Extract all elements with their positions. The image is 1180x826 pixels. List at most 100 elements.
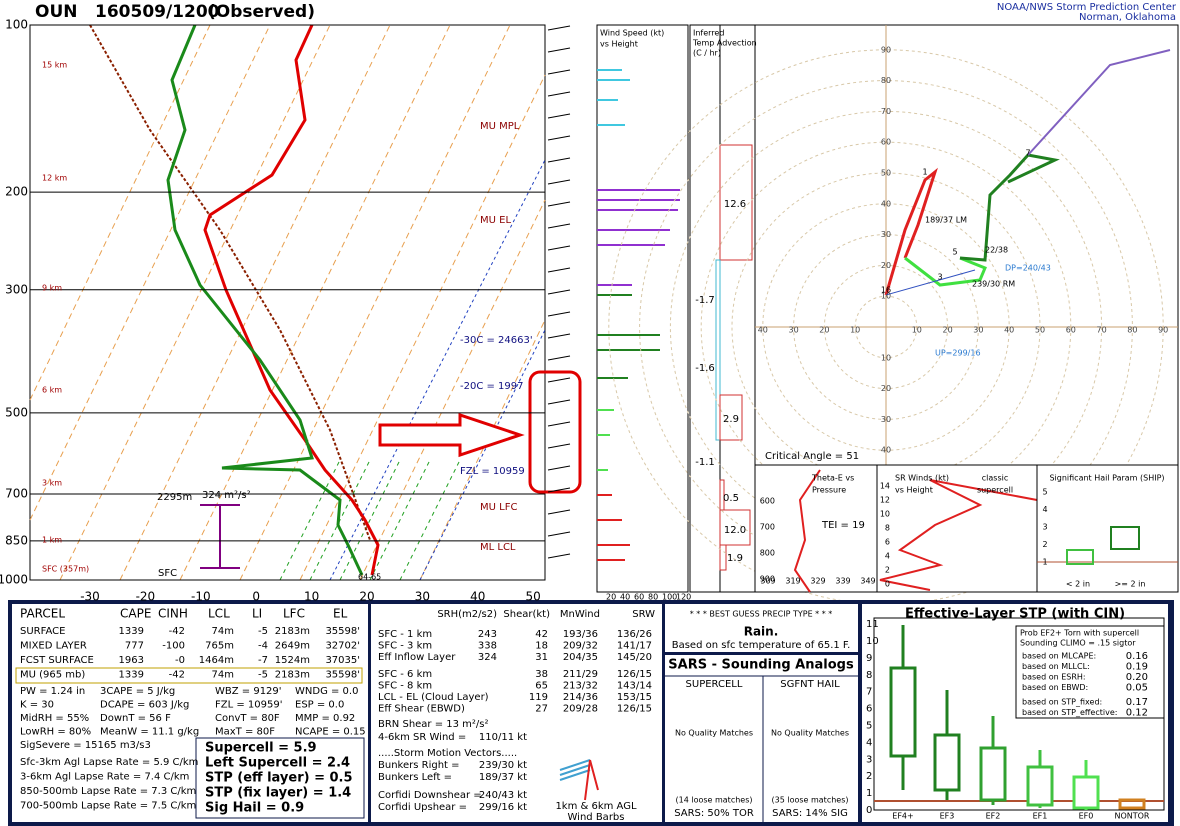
wind-barb: [547, 355, 571, 361]
wind-barb: [547, 421, 571, 427]
thetae-title: Pressure: [812, 486, 846, 495]
temp-label: 30: [415, 590, 430, 604]
height-label: 15 km: [42, 61, 67, 70]
srwind-profile: [879, 479, 1038, 591]
pressure-label: 850: [5, 533, 28, 547]
parcel-cell: -5: [258, 670, 268, 681]
prob-value: 0.16: [1126, 651, 1148, 662]
temp-label: 40: [470, 590, 485, 604]
parcel-cell: FCST SURFACE: [20, 655, 94, 666]
prob-value: 0.12: [1126, 708, 1148, 719]
prob-value: 0.20: [1126, 672, 1148, 683]
sars-result: SARS: 14% SIG: [772, 808, 848, 819]
pressure-label: 300: [5, 282, 28, 296]
kin-cell: 42: [535, 629, 548, 640]
motion-value: 240/43 kt: [479, 790, 527, 801]
index: FZL = 10959': [215, 700, 282, 711]
stp-ytick: 6: [866, 704, 872, 715]
brn-shear: BRN Shear = 13 m²/s²: [378, 719, 489, 730]
hodo-ring-label: 10: [881, 353, 891, 362]
barb-icon: [559, 759, 591, 781]
kin-cell: 209/28: [563, 704, 598, 715]
kin-cell: 18: [535, 641, 548, 652]
advection-boxes: [715, 144, 753, 571]
stp-ytick: 0: [866, 805, 872, 816]
place: Norman, Oklahoma: [1079, 12, 1176, 23]
index: PW = 1.24 in: [20, 686, 85, 697]
wind-barb: [547, 443, 571, 449]
stp-category: EF1: [1033, 812, 1048, 821]
tei: TEI = 19: [821, 520, 865, 531]
kin-cell: 324: [478, 652, 497, 663]
wind-barb: [547, 487, 571, 493]
hodo-inflow: [885, 269, 976, 296]
srwind-height: 4: [885, 552, 890, 561]
composite: STP (fix layer) = 1.4: [205, 786, 351, 801]
prob-box: [1015, 625, 1165, 719]
isotherms: [29, 24, 546, 581]
kin-cell: SFC - 3 km: [378, 641, 432, 652]
kin-header: Shear(kt): [503, 609, 550, 620]
pressure-label: 200: [5, 185, 28, 199]
advection-value: -1.7: [695, 295, 715, 306]
parcel-cell: 2649m: [275, 641, 310, 652]
motion-value: 299/16 kt: [479, 802, 527, 813]
hodo-ring-label: 70: [1097, 326, 1107, 335]
status: (Observed): [208, 2, 315, 22]
stp-ytick: 2: [866, 771, 872, 782]
precip-title: * * * BEST GUESS PRECIP TYPE * * *: [690, 610, 833, 619]
stp-boxes: [889, 625, 1146, 810]
station: OUN: [35, 2, 77, 22]
hodo-ring-label: 80: [1127, 326, 1137, 335]
kin-cell: 141/17: [617, 641, 652, 652]
hodo-point: 5: [952, 248, 957, 257]
sars-title: SARS - Sounding Analogs: [668, 658, 854, 673]
parcel-cell: 1524m: [275, 655, 310, 666]
parcel-cell: 2183m: [275, 626, 310, 637]
index: SigSevere = 15165 m3/s3: [20, 740, 151, 751]
sars-matches: No Quality Matches: [771, 729, 849, 738]
wind-barb: [547, 531, 571, 537]
pressure-label: 700: [5, 487, 28, 501]
kin-cell: 126/15: [617, 704, 652, 715]
thetae-pressure: 900: [760, 575, 775, 584]
motion-label: Bunkers Right =: [378, 760, 460, 771]
pressure-label: 100: [5, 18, 28, 32]
prob-value: 0.19: [1126, 662, 1148, 673]
ship-tick: 5: [1042, 488, 1047, 497]
kin-cell: 338: [478, 641, 497, 652]
lapse-rate: 700-500mb Lapse Rate = 7.5 C/km: [20, 801, 196, 812]
highlight-arrow: [378, 412, 525, 458]
index: DownT = 56 F: [100, 713, 171, 724]
kin-cell: 65: [535, 681, 548, 692]
parcel-cell: 1339: [119, 626, 144, 637]
dewpoint-profile: [166, 24, 364, 576]
stp-title: Effective-Layer STP (with CIN): [905, 607, 1125, 622]
parcel-trace: [89, 24, 371, 541]
thetae-pressure: 800: [760, 549, 775, 558]
temp-label: -20: [136, 590, 156, 604]
srwind-height: 14: [880, 482, 890, 491]
thetae-profile: [793, 469, 821, 593]
ship-frame: [1036, 464, 1179, 593]
advection-value: 12.0: [724, 525, 746, 536]
wind-speed-tick: 120: [676, 593, 691, 602]
hodo-ring-label: 10: [912, 326, 922, 335]
lapse-rate: Sfc-3km Agl Lapse Rate = 5.9 C/km: [20, 757, 198, 768]
srwind-frame: [876, 464, 1038, 593]
motion-title: .....Storm Motion Vectors.....: [378, 748, 517, 759]
composite: Left Supercell = 2.4: [205, 756, 350, 771]
wind-speed-tick: 20: [606, 593, 616, 602]
stp-ytick: 10: [866, 636, 879, 647]
stp-category: EF0: [1079, 812, 1094, 821]
temp-label: 0: [252, 590, 260, 604]
hodo-ring-label: 20: [943, 326, 953, 335]
kin-cell: 204/35: [563, 652, 598, 663]
dewpoint-range: 64-65: [358, 573, 381, 582]
parcel-cell: -7: [258, 655, 268, 666]
hodo-ring-label: 30: [973, 326, 983, 335]
advection-value: 1.9: [727, 553, 743, 564]
kin-cell: SFC - 6 km: [378, 669, 432, 680]
thetae-temp: 329: [810, 577, 825, 586]
srwind-legend: classic: [982, 474, 1008, 483]
